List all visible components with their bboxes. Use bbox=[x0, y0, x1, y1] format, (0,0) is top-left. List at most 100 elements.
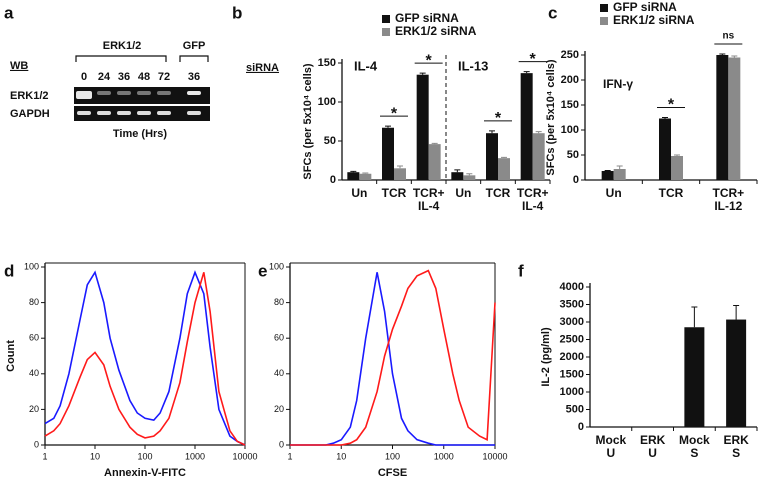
x-tick-label: 1000 bbox=[434, 451, 454, 461]
legend-swatch bbox=[382, 15, 390, 23]
y-tick-label: 250 bbox=[561, 49, 579, 61]
x-tick-label: 10000 bbox=[482, 451, 507, 461]
blot-method: WB bbox=[10, 60, 28, 72]
bar bbox=[716, 55, 729, 180]
annotation: * bbox=[426, 52, 433, 69]
y-tick-label: 0 bbox=[578, 421, 584, 433]
x-tick-label: 10 bbox=[90, 451, 100, 461]
y-tick-label: 60 bbox=[274, 333, 284, 343]
x-tick-label: ERK U bbox=[640, 433, 666, 460]
y-tick-label: 40 bbox=[274, 368, 284, 378]
blot-band bbox=[117, 111, 131, 115]
x-tick-line: U bbox=[648, 446, 657, 460]
x-tick-label: TCR+ IL-12 bbox=[712, 186, 744, 213]
lane-label: 48 bbox=[138, 71, 150, 83]
error-bar bbox=[662, 117, 668, 119]
annotation: * bbox=[495, 110, 502, 127]
x-tick-line: IL-4 bbox=[418, 199, 440, 213]
bar bbox=[486, 133, 498, 180]
bar bbox=[416, 74, 429, 180]
error-bar bbox=[733, 305, 740, 320]
histogram-line bbox=[44, 272, 246, 446]
y-tick-label: 3500 bbox=[560, 298, 584, 310]
y-tick-label: 2000 bbox=[560, 351, 584, 363]
blot-bracket bbox=[75, 55, 209, 62]
error-bar bbox=[691, 306, 698, 328]
bar bbox=[463, 175, 476, 180]
section-label: IL-13 bbox=[458, 58, 488, 73]
bar bbox=[728, 57, 741, 180]
y-tick-label: 200 bbox=[561, 74, 579, 86]
error-bar bbox=[731, 55, 738, 58]
y-tick-label: 100 bbox=[561, 124, 579, 136]
x-tick-label: 100 bbox=[385, 451, 400, 461]
y-tick-label: 100 bbox=[24, 261, 39, 271]
blot-band bbox=[117, 91, 131, 95]
blot-group: ERK1/2 bbox=[103, 40, 142, 52]
x-tick-label: 1000 bbox=[185, 451, 205, 461]
panel-label: f bbox=[518, 261, 524, 280]
error-bar bbox=[719, 53, 726, 55]
annotation: * bbox=[391, 105, 398, 122]
error-bar bbox=[397, 165, 403, 169]
error-bar bbox=[535, 131, 542, 134]
error-bar bbox=[616, 165, 623, 169]
lane-label: 0 bbox=[81, 71, 87, 83]
blot-band bbox=[137, 111, 151, 115]
x-axis-label: Annexin-V-FITC bbox=[104, 467, 186, 479]
bar bbox=[726, 319, 747, 427]
blot-band bbox=[137, 91, 151, 95]
bar bbox=[613, 169, 626, 180]
x-tick-label: 10000 bbox=[232, 451, 257, 461]
x-tick-line: IL-4 bbox=[522, 199, 544, 213]
blot-group: GFP bbox=[183, 40, 206, 52]
x-tick-line: Mock bbox=[679, 433, 710, 447]
x-tick-line: TCR bbox=[659, 186, 684, 200]
y-tick-label: 0 bbox=[573, 174, 579, 186]
error-bar bbox=[523, 71, 530, 74]
bar bbox=[498, 158, 510, 180]
panel-label: b bbox=[232, 3, 242, 22]
x-axis-label: CFSE bbox=[378, 467, 407, 479]
bar bbox=[394, 168, 406, 180]
x-tick-label: TCR+ IL-4 bbox=[413, 186, 445, 213]
panel-label: a bbox=[4, 3, 14, 22]
bar bbox=[359, 173, 372, 180]
blot-band bbox=[77, 111, 91, 115]
x-tick-line: TCR+ bbox=[413, 186, 445, 200]
x-tick-label: Un bbox=[455, 186, 471, 200]
x-tick-line: ERK bbox=[723, 433, 749, 447]
y-tick-label: 20 bbox=[274, 404, 284, 414]
y-tick-label: 0 bbox=[279, 439, 284, 449]
legend-swatch bbox=[600, 17, 608, 25]
error-bar bbox=[604, 170, 611, 171]
x-tick-line: Un bbox=[351, 186, 367, 200]
error-bar bbox=[501, 156, 507, 159]
x-tick-line: TCR+ bbox=[712, 186, 744, 200]
lane-label: 36 bbox=[188, 71, 200, 83]
legend-swatch bbox=[382, 28, 390, 36]
legend-label: ERK1/2 siRNA bbox=[613, 13, 695, 27]
y-tick-label: 150 bbox=[561, 99, 579, 111]
x-tick-label: Mock U bbox=[596, 433, 627, 460]
x-tick-line: Mock bbox=[596, 433, 627, 447]
x-tick-line: IL-12 bbox=[714, 199, 742, 213]
histogram-line bbox=[290, 272, 495, 446]
x-tick-label: TCR+ IL-4 bbox=[517, 186, 549, 213]
y-tick-label: 20 bbox=[29, 404, 39, 414]
y-tick-label: 1500 bbox=[560, 368, 584, 380]
x-tick-line: U bbox=[607, 446, 616, 460]
y-tick-label: 150 bbox=[318, 57, 336, 69]
y-tick-label: 100 bbox=[269, 261, 284, 271]
x-tick-line: S bbox=[732, 446, 740, 460]
bar bbox=[684, 327, 705, 427]
x-tick-label: TCR bbox=[486, 186, 511, 200]
y-tick-label: 2500 bbox=[560, 333, 584, 345]
blot-band bbox=[157, 111, 171, 115]
x-tick-label: 1 bbox=[287, 451, 292, 461]
legend-label: ERK1/2 siRNA bbox=[395, 24, 477, 38]
bar bbox=[451, 172, 464, 180]
y-tick-label: 4000 bbox=[560, 281, 584, 293]
y-tick-label: 0 bbox=[34, 439, 39, 449]
inner-label: IFN-γ bbox=[603, 77, 633, 91]
